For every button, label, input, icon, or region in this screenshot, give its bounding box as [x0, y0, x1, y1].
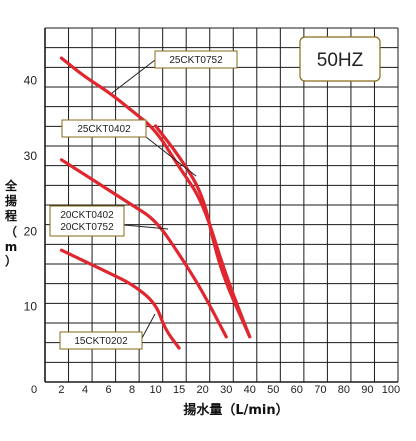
- y-tick-label: 30: [24, 149, 38, 163]
- x-tick-label: 40: [244, 384, 256, 396]
- callout-20ckt0402-leader: [123, 224, 169, 230]
- x-tick-label: 15: [173, 384, 185, 396]
- callout-20ckt0402-box: [49, 205, 125, 237]
- curve-20ckt0402: [59, 158, 228, 339]
- x-tick-label: 6: [105, 384, 111, 396]
- chart-grid: [44, 27, 399, 383]
- callout-25ckt0402-label: 25CKT0402: [77, 124, 131, 135]
- y-axis-title-char: m: [5, 240, 18, 254]
- x-tick-label: 2: [58, 384, 64, 396]
- y-axis-title-char: 揚: [5, 193, 17, 208]
- x-axis-ticks: 2 4 6 8 10 15 20 30 40 50 60 70 80 90 100 0: [31, 384, 400, 396]
- frequency-badge: 50HZ: [299, 36, 381, 82]
- y-axis-title-char: 全: [4, 178, 18, 193]
- y-axis-title-char: 程: [5, 208, 17, 223]
- y-tick-label: 20: [24, 224, 38, 238]
- x-tick-label: 8: [129, 384, 135, 396]
- y-axis-title-char: （: [5, 224, 17, 239]
- callout-15ckt0202-leader: [141, 313, 156, 339]
- x-tick-label: 30: [220, 384, 232, 396]
- x-tick-label: 0: [31, 384, 37, 396]
- x-tick-label: 70: [314, 384, 326, 396]
- pump-curves: [59, 56, 252, 350]
- y-axis-title-char: ）: [5, 253, 17, 268]
- x-tick-label: 4: [82, 384, 88, 396]
- callout-15ckt0202-box: [59, 331, 143, 350]
- x-tick-label: 10: [149, 384, 161, 396]
- x-tick-label: 100: [382, 384, 400, 396]
- x-tick-label: 20: [197, 384, 209, 396]
- curve-15ckt0202: [59, 248, 181, 350]
- callout-15ckt0202-label: 15CKT0202: [74, 336, 128, 347]
- y-tick-label: 40: [24, 74, 38, 88]
- frequency-badge-box: [299, 36, 381, 82]
- x-tick-label: 60: [291, 384, 303, 396]
- x-tick-label: 50: [267, 384, 279, 396]
- callout-25ckt0752-label: 25CKT0752: [169, 55, 223, 66]
- frequency-badge-text: 50HZ: [317, 50, 364, 71]
- callout-25ckt0752-leader: [111, 59, 156, 94]
- y-tick-label: 10: [24, 300, 38, 314]
- curve-25ckt0402: [154, 124, 252, 339]
- y-axis-title: 全 揚 程 （ m ）: [4, 178, 18, 268]
- curve-25ckt0752: [59, 56, 252, 339]
- callout-25ckt0402-leader: [145, 136, 197, 177]
- x-tick-label: 80: [338, 384, 350, 396]
- callout-20ckt0402-label: 20CKT0752: [60, 222, 114, 233]
- callout-20ckt0402-label: 20CKT0402: [60, 210, 114, 221]
- x-axis-title: 揚水量（L/min）: [183, 402, 288, 418]
- callout-25ckt0752-box: [154, 50, 238, 69]
- x-tick-label: 90: [361, 384, 373, 396]
- callout-25ckt0402-box: [61, 119, 147, 138]
- y-axis-ticks: 10 20 30 40: [24, 74, 38, 314]
